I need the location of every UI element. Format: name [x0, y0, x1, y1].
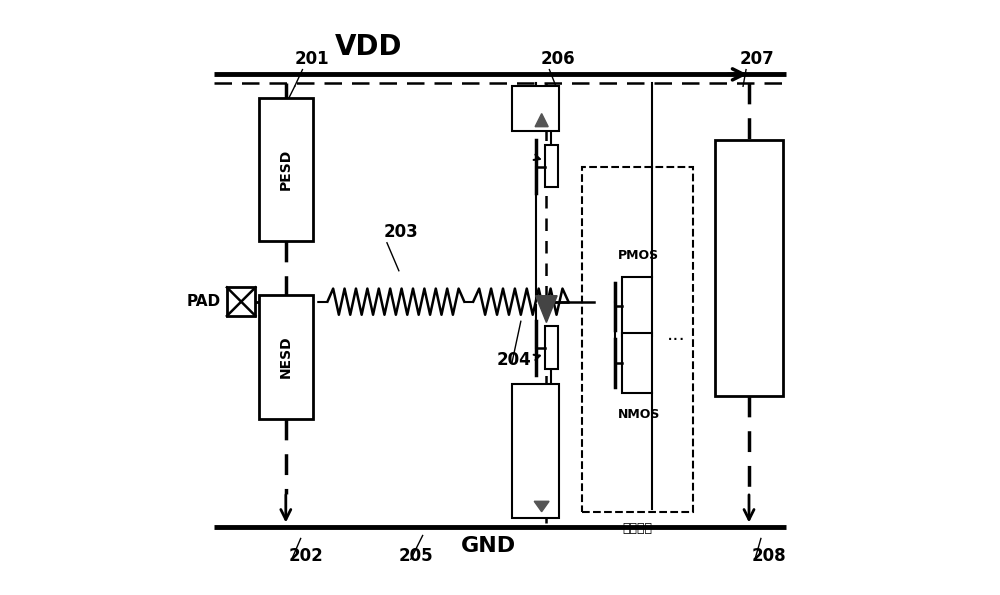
Bar [512, 86, 559, 131]
Text: PESD: PESD [279, 149, 293, 190]
Text: ...: ... [667, 325, 685, 344]
Text: 203: 203 [384, 223, 419, 241]
Bar [715, 140, 783, 396]
Text: GND: GND [461, 536, 516, 556]
Text: 208: 208 [752, 547, 787, 565]
Bar [582, 167, 693, 512]
Bar [545, 326, 558, 369]
Text: VDD: VDD [335, 33, 403, 61]
Text: 207: 207 [740, 51, 775, 68]
Bar [512, 384, 559, 518]
Text: PAD: PAD [187, 294, 221, 309]
Text: 206: 206 [540, 51, 575, 68]
Text: 205: 205 [399, 547, 433, 565]
Bar [259, 295, 313, 419]
Bar [227, 287, 255, 316]
Bar [545, 145, 558, 187]
Text: 201: 201 [295, 51, 329, 68]
Text: 202: 202 [289, 547, 324, 565]
Polygon shape [536, 296, 557, 322]
Text: NMOS: NMOS [618, 408, 660, 421]
Polygon shape [534, 501, 549, 512]
Bar [259, 98, 313, 241]
Bar [622, 277, 652, 336]
Text: 204: 204 [497, 351, 532, 369]
Text: NESD: NESD [279, 336, 293, 378]
Text: 内核电路: 内核电路 [623, 522, 653, 536]
Polygon shape [535, 114, 548, 127]
Text: 电源
锁位
电路: 电源 锁位 电路 [738, 234, 760, 302]
Bar [622, 333, 652, 393]
Text: PMOS: PMOS [618, 249, 659, 262]
